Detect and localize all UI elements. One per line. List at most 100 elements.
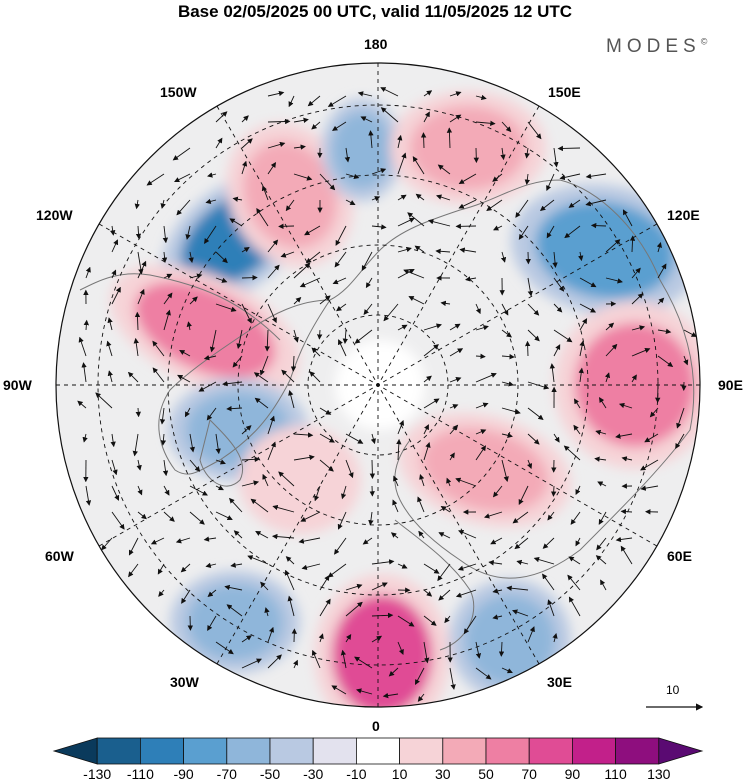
wind-vector <box>267 264 280 279</box>
wind-vector <box>423 90 433 97</box>
wind-vector <box>293 117 309 123</box>
wind-vector <box>127 371 139 383</box>
wind-vector <box>78 336 87 357</box>
wind-vector <box>267 118 291 125</box>
wind-vector <box>501 459 509 482</box>
wind-vector <box>657 297 665 305</box>
wind-vector <box>568 556 581 565</box>
wind-vector <box>332 277 347 285</box>
wind-vector <box>501 667 513 674</box>
wind-vector <box>256 207 269 227</box>
wind-vector <box>81 362 87 383</box>
colorbar-segment <box>96 737 141 765</box>
wind-vector <box>241 303 252 324</box>
wind-vector <box>174 173 191 183</box>
wind-vector <box>137 251 144 275</box>
colorbar-tick-label: 10 <box>391 766 408 782</box>
wind-vector <box>512 609 529 617</box>
wind-vector <box>427 219 451 227</box>
colorbar-segment <box>442 737 487 765</box>
wind-vector <box>370 433 376 445</box>
wind-vector <box>110 225 116 236</box>
wind-vector <box>397 246 412 253</box>
wind-vector <box>597 481 607 487</box>
wind-vector <box>152 367 165 383</box>
wind-vector <box>137 511 147 520</box>
wind-vector <box>598 511 607 525</box>
wind-vector <box>423 442 431 461</box>
wind-vector <box>107 317 113 331</box>
wind-vector <box>250 498 269 513</box>
wind-vector <box>552 632 558 643</box>
wind-vector <box>203 354 217 361</box>
wind-vector <box>215 485 224 491</box>
wind-vector <box>501 121 512 133</box>
wind-vector <box>285 199 295 212</box>
wind-vector <box>629 235 636 253</box>
wind-vector <box>128 537 139 556</box>
wind-vector <box>226 604 243 617</box>
wind-vector <box>368 130 374 149</box>
wind-vector <box>293 659 298 669</box>
wind-vector <box>549 363 556 383</box>
wind-vector <box>241 456 261 463</box>
wind-vector <box>293 263 311 279</box>
wind-vector <box>440 506 451 513</box>
wind-vector <box>397 152 407 175</box>
wind-vector <box>285 556 295 565</box>
wind-vector <box>241 425 252 435</box>
wind-vector <box>492 614 503 620</box>
wind-vector <box>253 372 269 383</box>
wind-vector <box>354 656 373 669</box>
wind-vector <box>111 485 120 501</box>
wind-vector <box>132 433 139 457</box>
wind-vector <box>486 199 503 211</box>
wind-vector <box>146 173 165 186</box>
wind-vector <box>304 225 321 236</box>
wind-vector <box>300 511 321 522</box>
wind-vector <box>290 355 297 372</box>
wind-vector <box>293 454 315 461</box>
wind-vector <box>360 116 373 123</box>
wind-vector <box>230 562 243 568</box>
wind-vectors <box>77 87 697 702</box>
wind-vector <box>552 251 558 268</box>
wind-vector <box>189 511 205 525</box>
wind-vector <box>490 537 503 545</box>
colorbar-tick-label: -30 <box>303 766 324 782</box>
wind-vector <box>449 323 461 331</box>
wind-vector <box>657 355 674 367</box>
wind-vector <box>189 459 201 472</box>
wind-vector <box>515 199 529 218</box>
wind-vector <box>319 433 335 443</box>
wind-vector <box>318 633 324 643</box>
colorbar-segment <box>183 737 228 765</box>
wind-vector <box>371 559 395 565</box>
wind-vector <box>506 585 529 591</box>
wind-vector <box>299 277 321 288</box>
wind-vector <box>267 162 277 175</box>
wind-vector <box>547 599 555 617</box>
wind-vector <box>293 173 313 181</box>
wind-vector <box>307 95 321 107</box>
wind-vector <box>82 433 88 443</box>
vector-scale-label: 10 <box>666 683 680 697</box>
wind-vector <box>600 579 607 591</box>
wind-vector <box>189 485 208 496</box>
wind-vector <box>135 225 142 240</box>
wind-vector <box>335 225 347 246</box>
colorbar-tick-label: 90 <box>564 766 581 782</box>
wind-vector <box>111 269 117 279</box>
wind-vector <box>331 121 347 131</box>
wind-vector <box>501 381 514 387</box>
wind-vector <box>260 581 269 591</box>
wind-vector <box>271 533 295 540</box>
brand-name: MODES <box>606 36 701 57</box>
wind-vector <box>345 633 352 643</box>
wind-vector <box>85 485 92 506</box>
wind-vector <box>371 635 383 643</box>
wind-vector <box>563 445 581 461</box>
wind-vector <box>412 156 425 175</box>
wind-vector <box>226 405 243 412</box>
wind-vector <box>397 217 415 227</box>
